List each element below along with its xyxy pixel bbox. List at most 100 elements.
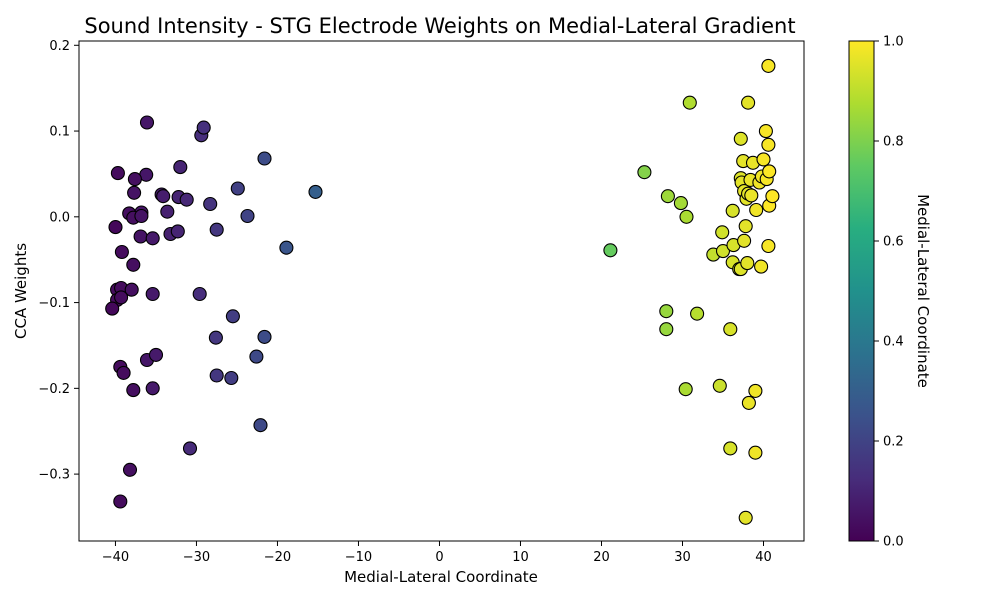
colorbar-frame [848,40,875,542]
x-tick-label: −20 [264,550,291,565]
data-point [114,244,129,260]
data-point [715,225,730,240]
data-point [192,286,207,302]
data-point [279,240,294,255]
data-point [114,290,129,305]
data-point [756,152,771,167]
data-point [723,441,738,456]
colorbar-tick-label: 0.6 [883,235,904,250]
data-point [748,383,763,398]
data-point [122,462,138,477]
data-point [145,231,160,246]
data-point [741,395,756,410]
data-point [741,95,756,110]
data-point [127,172,142,187]
data-point [127,185,142,200]
data-point [182,441,198,456]
data-point [145,286,160,302]
data-point [156,189,171,204]
x-tick-label: 30 [674,550,691,565]
colorbar-tick-label: 0.2 [883,435,904,450]
colorbar: 0.0 0.2 0.4 0.6 0.8 1.0 Medial-Lateral Coordi… [848,35,932,550]
colorbar-tick-label: 0.8 [883,135,904,150]
data-point [679,209,694,224]
x-tick-label: −30 [183,550,210,565]
data-point [762,164,777,179]
data-point [678,382,693,397]
data-point [173,160,188,175]
x-tick-label: −40 [102,550,129,565]
y-tick-label: 0.0 [49,210,70,225]
data-point [196,120,211,135]
data-point [761,58,776,73]
colorbar-tick-label: 0.0 [883,535,904,550]
data-point [230,181,245,196]
data-point [758,124,773,139]
data-point [659,304,674,319]
colorbar-gradient [849,41,874,541]
data-point [110,166,125,181]
plot-frame [78,40,805,542]
data-point [765,189,780,204]
data-point [733,131,748,146]
data-point [738,219,753,234]
data-point [744,188,759,203]
x-tick-label: 10 [512,550,529,565]
x-tick-label: 0 [435,550,443,565]
data-point [712,378,727,393]
data-point [748,445,763,460]
data-point [257,329,272,344]
y-tick-label: 0.2 [49,39,70,54]
data-point [170,224,185,239]
data-point [134,208,149,224]
y-axis-label: CCA Weights [12,243,30,339]
colorbar-ticks: 0.0 0.2 0.4 0.6 0.8 1.0 [874,35,904,550]
data-point [257,151,272,166]
colorbar-tick-label: 1.0 [883,35,904,50]
y-tick-label: −0.3 [38,468,70,483]
x-axis-label: Medial-Lateral Coordinate [344,568,538,586]
data-point [148,347,164,362]
x-axis: −40 −30 −20 −10 0 10 20 30 40 [102,541,772,565]
data-point [253,418,268,433]
data-point [179,192,194,207]
data-point [738,510,753,525]
data-point [754,259,769,274]
data-point [113,494,128,509]
data-point [126,257,141,272]
y-tick-label: −0.1 [38,296,70,311]
y-tick-label: 0.1 [49,125,70,140]
data-point [737,233,752,248]
data-point [209,368,224,383]
data-point [124,282,139,297]
data-point [740,256,755,271]
data-point [224,370,239,386]
scatter-points [105,58,780,525]
data-point [116,365,131,380]
colorbar-tick-label: 0.4 [883,335,904,350]
data-point [105,301,120,316]
data-point [761,137,776,152]
data-point [725,203,740,218]
x-tick-label: 20 [593,550,610,565]
data-point [108,220,123,235]
colorbar-label: Medial-Lateral Coordinate [914,194,932,388]
data-point [249,349,264,364]
plot-area [78,40,805,542]
data-point [660,189,675,204]
data-point [761,238,776,254]
data-point [308,184,323,199]
data-point [673,196,688,211]
data-point [209,222,224,237]
data-point [160,204,175,219]
y-tick-label: −0.2 [38,382,70,397]
x-tick-label: 40 [755,550,772,565]
data-point [682,95,697,110]
data-point [723,322,738,337]
data-point [637,165,652,180]
data-point [139,115,155,130]
y-axis: −0.3 −0.2 −0.1 0.0 0.1 0.2 [38,39,79,483]
data-point [133,229,148,244]
